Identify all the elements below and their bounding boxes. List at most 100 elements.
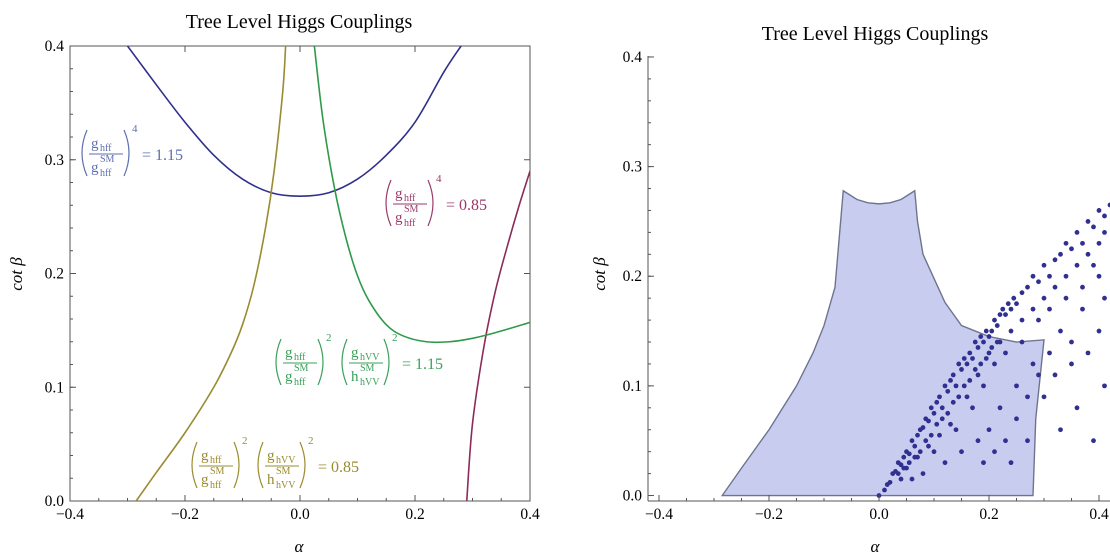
scatter-point — [912, 454, 918, 460]
annotation-right-paren — [383, 338, 390, 386]
right-chart: Tree Level Higgs Couplings −0.4 −0.2 0.0 0.… — [590, 23, 1110, 556]
scatter-point — [906, 451, 912, 457]
right-xtick-label: −0.4 — [645, 506, 673, 523]
allowed-region — [720, 189, 1045, 497]
scatter-point — [1069, 339, 1074, 345]
scatter-point — [992, 317, 997, 323]
annotation-left-paren — [257, 441, 264, 489]
scatter-point — [1085, 350, 1091, 356]
scatter-point — [1063, 295, 1069, 301]
scatter-point — [906, 460, 912, 466]
scatter-point — [989, 328, 995, 334]
scatter-point — [975, 438, 981, 444]
annotation-power: 2 — [308, 435, 314, 447]
scatter-point — [1074, 262, 1080, 268]
annotation-right-paren — [317, 338, 324, 386]
scatter-point — [981, 383, 986, 389]
scatter-point — [1052, 257, 1058, 263]
scatter-point — [1000, 306, 1006, 312]
scatter-point — [1096, 273, 1102, 279]
annotation-denominator-sub: hVV — [360, 377, 380, 388]
scatter-point — [964, 361, 970, 367]
scatter-point — [1036, 317, 1041, 323]
left-xtick-label: 0.0 — [290, 506, 310, 523]
right-xtick-label: 0.4 — [1089, 506, 1109, 523]
scatter-point — [1102, 295, 1107, 301]
scatter-point — [953, 427, 959, 433]
scatter-point — [1058, 427, 1063, 433]
scatter-point — [1036, 372, 1041, 378]
scatter-point — [959, 367, 964, 372]
scatter-point — [920, 425, 926, 430]
scatter-point — [912, 443, 918, 449]
annotation-denominator: g — [91, 160, 99, 176]
annotation-rhs: = 1.15 — [402, 356, 443, 373]
scatter-point — [970, 405, 975, 411]
annotation-rhs: = 1.15 — [142, 147, 183, 164]
annotation-denominator-sup: SM — [276, 466, 291, 477]
annotation-right-paren — [233, 441, 240, 489]
scatter-point — [986, 427, 992, 433]
left-series-line-1 — [465, 170, 530, 501]
scatter-point — [975, 372, 981, 378]
scatter-point — [1047, 350, 1052, 356]
scatter-point — [1096, 240, 1102, 246]
scatter-point — [1069, 246, 1074, 252]
scatter-point — [1008, 306, 1014, 312]
scatter-point — [887, 479, 893, 485]
annotation-numerator: g — [395, 186, 403, 202]
scatter-point — [1047, 306, 1052, 312]
scatter-point — [1058, 251, 1063, 257]
right-ylabel: cot β — [590, 257, 609, 291]
left-ytick-label: 0.4 — [45, 38, 65, 55]
scatter-point — [1030, 273, 1036, 279]
right-region — [720, 189, 1045, 497]
scatter-point — [1008, 328, 1014, 334]
annotation-numerator: g — [91, 136, 99, 152]
annotation-rhs: = 0.85 — [318, 459, 359, 476]
scatter-point — [956, 361, 962, 367]
annotation-denominator: g — [395, 210, 403, 226]
scatter-point — [950, 372, 956, 378]
scatter-point — [942, 383, 948, 389]
scatter-point — [1036, 279, 1041, 285]
scatter-point — [1091, 262, 1096, 268]
scatter-point — [937, 432, 942, 438]
scatter-point — [909, 438, 915, 444]
scatter-point — [1019, 339, 1025, 345]
left-xtick-label: 0.2 — [405, 506, 424, 523]
annotation-denominator-sub: hff — [404, 218, 416, 229]
scatter-point — [1047, 273, 1052, 279]
annotation-right-paren — [123, 129, 130, 177]
scatter-point — [934, 399, 940, 405]
scatter-point — [1102, 383, 1107, 389]
scatter-point — [950, 399, 956, 405]
scatter-point — [1030, 361, 1036, 367]
scatter-point — [986, 334, 992, 339]
annotation-denominator: g — [285, 369, 293, 385]
scatter-point — [994, 339, 1000, 345]
scatter-point — [926, 443, 931, 449]
annotation-denominator-sub: hff — [210, 480, 222, 491]
scatter-point — [1025, 394, 1030, 400]
annotation-power: 2 — [242, 435, 248, 447]
scatter-point — [1025, 438, 1030, 444]
right-ytick-label: 0.2 — [623, 268, 642, 285]
annotation-numerator: g — [201, 448, 209, 464]
scatter-point — [983, 356, 989, 361]
scatter-point — [1011, 295, 1017, 301]
left-xtick-label: 0.4 — [520, 506, 540, 523]
scatter-point — [1041, 394, 1047, 400]
scatter-point — [948, 377, 953, 383]
scatter-point — [1014, 416, 1019, 422]
left-ytick-label: 0.0 — [45, 493, 65, 510]
left-ytick-label: 0.1 — [45, 379, 64, 396]
scatter-point — [1008, 460, 1014, 466]
annotation-numerator-sub: hff — [100, 143, 112, 154]
scatter-point — [1014, 383, 1019, 389]
right-xtick-label: −0.2 — [755, 506, 783, 523]
annotation-denominator-sup: SM — [210, 466, 225, 477]
scatter-point — [997, 405, 1003, 411]
